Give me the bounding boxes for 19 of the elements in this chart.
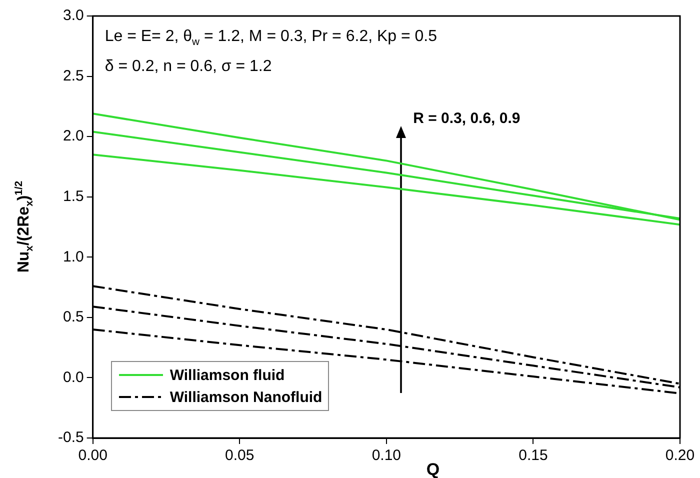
x-tick-label: 0.10 <box>372 447 402 464</box>
annotation: R = 0.3, 0.6, 0.9 <box>413 110 520 127</box>
annotation: δ = 0.2, n = 0.6, σ = 1.2 <box>104 58 272 76</box>
y-tick-label: 3.0 <box>62 7 84 24</box>
y-tick-label: 0.5 <box>62 308 84 326</box>
y-tick-label: 0.0 <box>62 368 84 386</box>
y-tick-label: 2.0 <box>62 128 84 145</box>
x-tick-label: 0.05 <box>225 447 254 464</box>
x-tick-label: 0.20 <box>665 447 695 464</box>
y-tick-label: -0.5 <box>58 429 84 446</box>
annotation: Le = E= 2, θ$_{w}$ = 1.2, M = 0.3, Pr = 6.2, Kp = 0.5 <box>104 28 438 48</box>
y-tick-label: 1.5 <box>62 188 84 205</box>
y-tick-label: 2.5 <box>62 67 84 84</box>
x-tick-label: 0.15 <box>518 447 548 464</box>
y-tick-label: 1.0 <box>62 248 84 266</box>
x-tick-label: 0.00 <box>78 447 108 464</box>
legend-label: Williamson fluid <box>170 366 285 384</box>
x-axis-title: Q <box>426 460 440 478</box>
legend-label: Williamson Nanofluid <box>170 388 322 406</box>
